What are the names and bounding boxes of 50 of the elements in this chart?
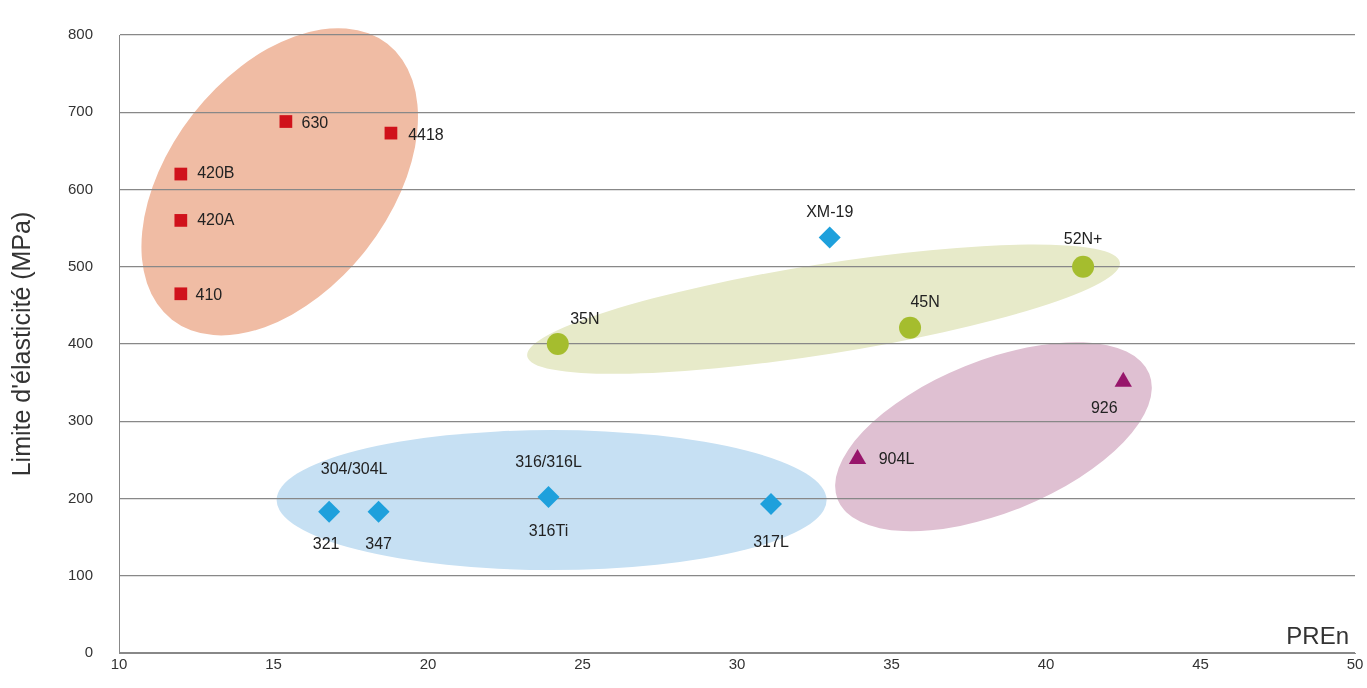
point: [546, 333, 569, 355]
annotation: 316/316L: [515, 453, 582, 471]
x-tick-label: 20: [419, 655, 437, 673]
point: [848, 449, 867, 465]
x-tick-label: 50: [1346, 655, 1364, 673]
x-tick-label: 40: [1037, 655, 1055, 673]
point: [318, 500, 341, 523]
y-tick-label: 800: [68, 25, 94, 43]
x-tick-label: 25: [574, 655, 591, 673]
y-tick-label: 300: [68, 411, 94, 429]
x-tick-label: 30: [728, 655, 746, 673]
point: [279, 115, 293, 128]
y-tick-label: 600: [68, 179, 94, 197]
point: [174, 287, 188, 301]
point: [760, 492, 782, 515]
x-tick-label: 15: [265, 655, 282, 673]
point: [367, 500, 390, 523]
point: [1072, 255, 1095, 278]
annotation: 52N+: [1063, 230, 1103, 248]
point: [899, 316, 922, 339]
y-tick-label: 700: [68, 102, 94, 120]
annotation: 904L: [878, 449, 915, 467]
annotation: 410: [195, 286, 223, 304]
annotation: 304/304L: [320, 460, 388, 478]
x-tick-label: 35: [883, 655, 900, 673]
annotation: 926: [1090, 399, 1118, 417]
x-tick-label: 10: [110, 655, 128, 673]
annotation: 35N: [570, 310, 600, 328]
annotation: XM-19: [806, 202, 854, 220]
annotation: 630: [301, 113, 329, 131]
annotation: 45N: [910, 293, 940, 311]
annotation: 347: [365, 535, 393, 553]
annotation: 316Ti: [528, 522, 569, 540]
y-tick-label: 100: [68, 565, 94, 583]
y-axis-title: Limite d'élasticité (MPa): [6, 211, 35, 477]
annotation: 420B: [197, 164, 235, 182]
y-tick-label: 200: [68, 488, 94, 506]
annotation: 420A: [197, 210, 235, 228]
annotation: 321: [312, 535, 340, 553]
y-tick-label: 500: [68, 256, 94, 274]
x-axis-title: PREn: [1286, 621, 1349, 649]
point: [818, 226, 841, 249]
x-tick-label: 45: [1192, 655, 1209, 673]
annotation: 4418: [408, 125, 444, 143]
point: [174, 214, 188, 227]
annotation: 317L: [753, 533, 789, 551]
y-tick-label: 0: [84, 643, 94, 661]
y-tick-label: 400: [68, 334, 94, 352]
point: [174, 167, 188, 181]
point: [537, 485, 560, 508]
